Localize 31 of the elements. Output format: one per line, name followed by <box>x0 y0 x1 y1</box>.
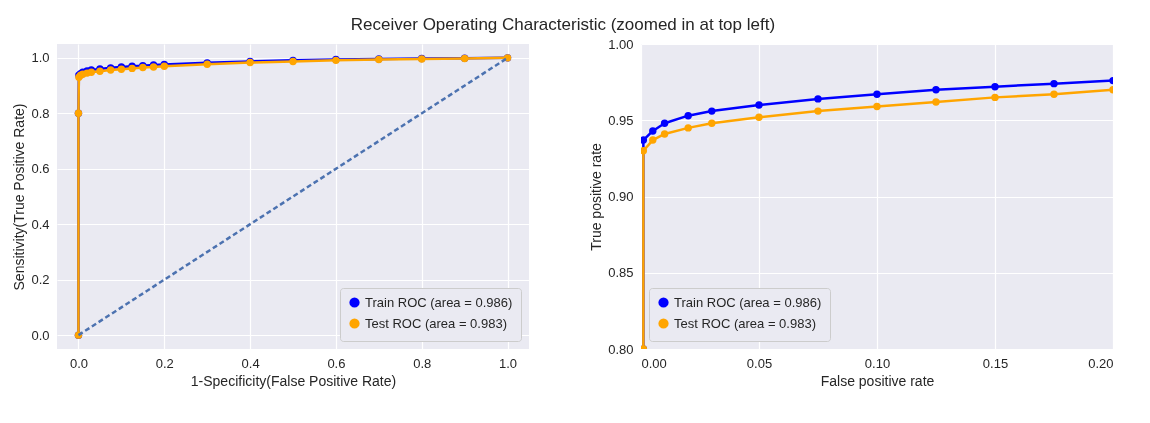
x-tick-label: 0.4 <box>241 355 260 371</box>
y-tick-label: 0.4 <box>31 216 50 232</box>
x-tick-label: 0.00 <box>641 355 667 371</box>
y-tick-label: 1.00 <box>608 36 634 52</box>
x-axis-title: False positive rate <box>820 372 935 389</box>
x-tick-label: 0.2 <box>155 355 174 371</box>
y-tick-label: 0.6 <box>31 161 50 177</box>
x-tick-label: 0.10 <box>864 355 891 371</box>
x-tick-label: 0.8 <box>413 355 432 371</box>
y-axis-title: True positive rate <box>588 142 605 251</box>
y-tick-label: 0.90 <box>608 189 634 204</box>
y-tick-label: 0.2 <box>31 272 50 288</box>
legend-label: Test ROC (area = 0.983) <box>365 315 507 331</box>
x-tick-label: 1.0 <box>499 355 518 371</box>
y-tick-label: 0.0 <box>31 327 50 343</box>
y-tick-label: 0.95 <box>608 112 634 128</box>
y-axis-title: Sensitivity(True Positive Rate) <box>11 103 28 291</box>
x-tick-label: 0.20 <box>1088 355 1114 371</box>
legend-label: Test ROC (area = 0.983) <box>674 315 816 331</box>
x-tick-label: 0.0 <box>69 355 88 371</box>
y-tick-label: 0.85 <box>608 265 634 281</box>
legend-label: Train ROC (area = 0.986) <box>365 294 513 310</box>
y-tick-label: 0.8 <box>31 105 50 121</box>
x-tick-label: 0.05 <box>746 355 773 371</box>
chart-title: Receiver Operating Characteristic (zoomed in at top left) <box>350 15 776 34</box>
y-tick-label: 1.0 <box>31 50 50 66</box>
x-axis-title: 1-Specificity(False Positive Rate) <box>190 372 397 389</box>
x-tick-label: 0.15 <box>982 355 1009 371</box>
legend-label: Train ROC (area = 0.986) <box>674 294 822 310</box>
x-tick-label: 0.6 <box>327 355 346 371</box>
y-tick-label: 0.80 <box>608 341 634 357</box>
